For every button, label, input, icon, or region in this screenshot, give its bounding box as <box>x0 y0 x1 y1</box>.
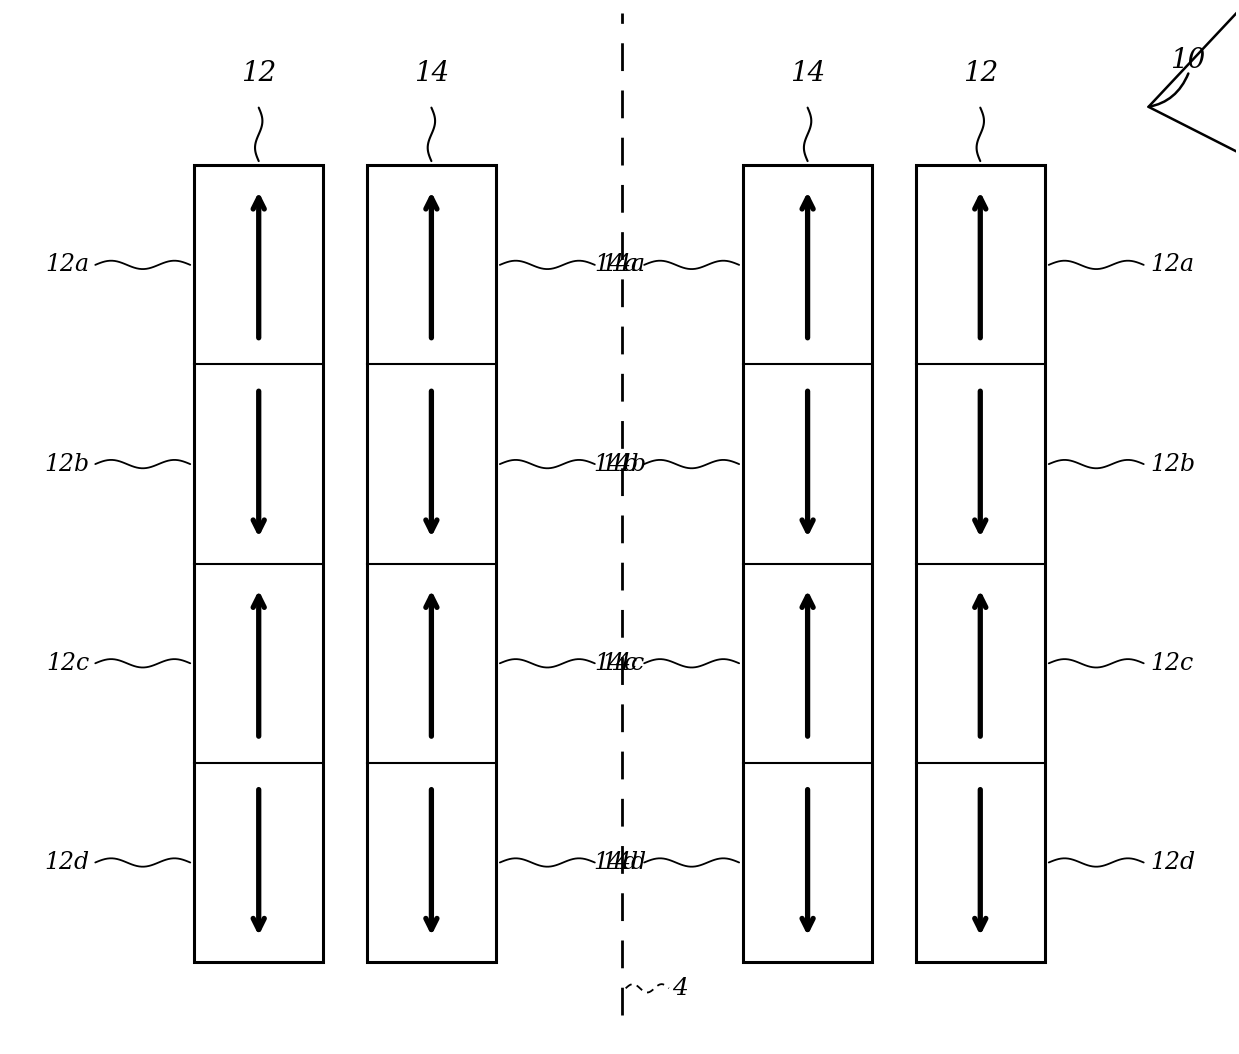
Text: 12c: 12c <box>1150 651 1193 675</box>
Text: 14b: 14b <box>601 452 646 475</box>
Text: 14a: 14a <box>601 253 646 276</box>
Text: 12d: 12d <box>45 851 89 874</box>
Text: 12c: 12c <box>46 651 89 675</box>
Text: 14a: 14a <box>593 253 638 276</box>
Text: 14b: 14b <box>593 452 638 475</box>
Bar <box>743 165 872 962</box>
Text: 14d: 14d <box>593 851 638 874</box>
Text: 14: 14 <box>790 60 825 86</box>
Text: 12a: 12a <box>45 253 89 276</box>
Text: 10: 10 <box>1170 47 1206 74</box>
Text: 14d: 14d <box>601 851 646 874</box>
Bar <box>195 165 323 962</box>
Text: 12b: 12b <box>1150 452 1194 475</box>
Bar <box>916 165 1044 962</box>
Text: 14c: 14c <box>595 651 638 675</box>
Text: 12: 12 <box>963 60 997 86</box>
Text: 4: 4 <box>673 977 689 1000</box>
Text: 14: 14 <box>414 60 449 86</box>
Bar <box>367 165 496 962</box>
Text: 12b: 12b <box>45 452 89 475</box>
Text: 12: 12 <box>242 60 276 86</box>
FancyArrowPatch shape <box>1149 0 1239 201</box>
Text: 12a: 12a <box>1150 253 1194 276</box>
Text: 12d: 12d <box>1150 851 1194 874</box>
Text: 14c: 14c <box>601 651 644 675</box>
